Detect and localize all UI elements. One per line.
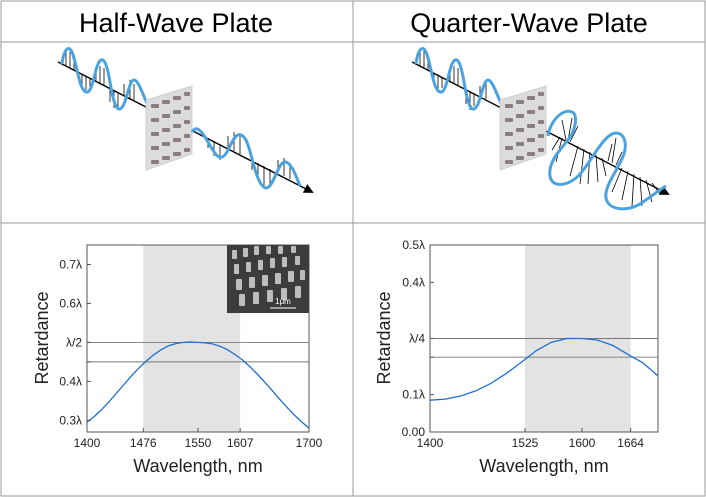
operating-band xyxy=(143,245,241,432)
retardance-curve xyxy=(87,341,309,429)
x-axis-title: Wavelength, nm xyxy=(479,456,608,476)
incident-wave xyxy=(60,47,150,111)
y-tick-label: λ/4 xyxy=(409,332,425,346)
x-tick-label: 1664 xyxy=(617,436,644,450)
y-axis-title: Retardance xyxy=(32,291,52,384)
metasurface-plate xyxy=(499,85,547,171)
quarter-wave-title: Quarter-Wave Plate xyxy=(410,8,648,38)
x-tick-label: 1525 xyxy=(512,436,539,450)
field-vector-lines xyxy=(65,50,291,186)
half-wave-chart: 1400 1476 1550 1607 1700 0.3λ 0.4λ λ/2 0.6λ 0.7λ… xyxy=(32,244,323,476)
incident-wave xyxy=(414,47,504,111)
sem-micrograph: 1μm xyxy=(227,245,309,313)
circular-polarized-wave xyxy=(546,109,667,211)
half-wave-title: Half-Wave Plate xyxy=(79,8,273,38)
y-tick-label: 0.6λ xyxy=(59,296,82,310)
y-tick-label: 0.3λ xyxy=(59,413,82,427)
field-vector-lines xyxy=(419,50,661,207)
y-axis-title: Retardance xyxy=(374,291,394,384)
x-tick-label: 1476 xyxy=(130,436,157,450)
quarter-wave-chart: 1400 1525 1600 1664 0.00 0.1λ λ/4 0.4λ 0.5λ Wav… xyxy=(374,238,659,476)
scale-bar-label: 1μm xyxy=(275,297,291,306)
x-tick-label: 1700 xyxy=(296,436,323,450)
y-tick-label: 0.00 xyxy=(402,425,426,439)
half-wave-illustration xyxy=(57,47,314,193)
x-axis-title: Wavelength, nm xyxy=(133,456,262,476)
y-tick-label: λ/2 xyxy=(66,335,82,349)
quarter-wave-illustration xyxy=(411,47,670,211)
y-tick-label: 0.5λ xyxy=(402,238,425,252)
x-tick-label: 1607 xyxy=(227,436,254,450)
transmitted-wave xyxy=(190,127,302,190)
x-tick-label: 1550 xyxy=(185,436,212,450)
y-tick-label: 0.7λ xyxy=(59,257,82,271)
reference-lines xyxy=(430,338,658,358)
y-tick-label: 0.4λ xyxy=(59,374,82,388)
y-tick-label: 0.4λ xyxy=(402,275,425,289)
x-tick-label: 1600 xyxy=(569,436,596,450)
retardance-curve xyxy=(430,337,658,401)
y-tick-label: 0.1λ xyxy=(402,388,425,402)
metasurface-plate xyxy=(145,85,193,171)
x-tick-label: 1400 xyxy=(417,436,444,450)
x-tick-label: 1400 xyxy=(74,436,101,450)
